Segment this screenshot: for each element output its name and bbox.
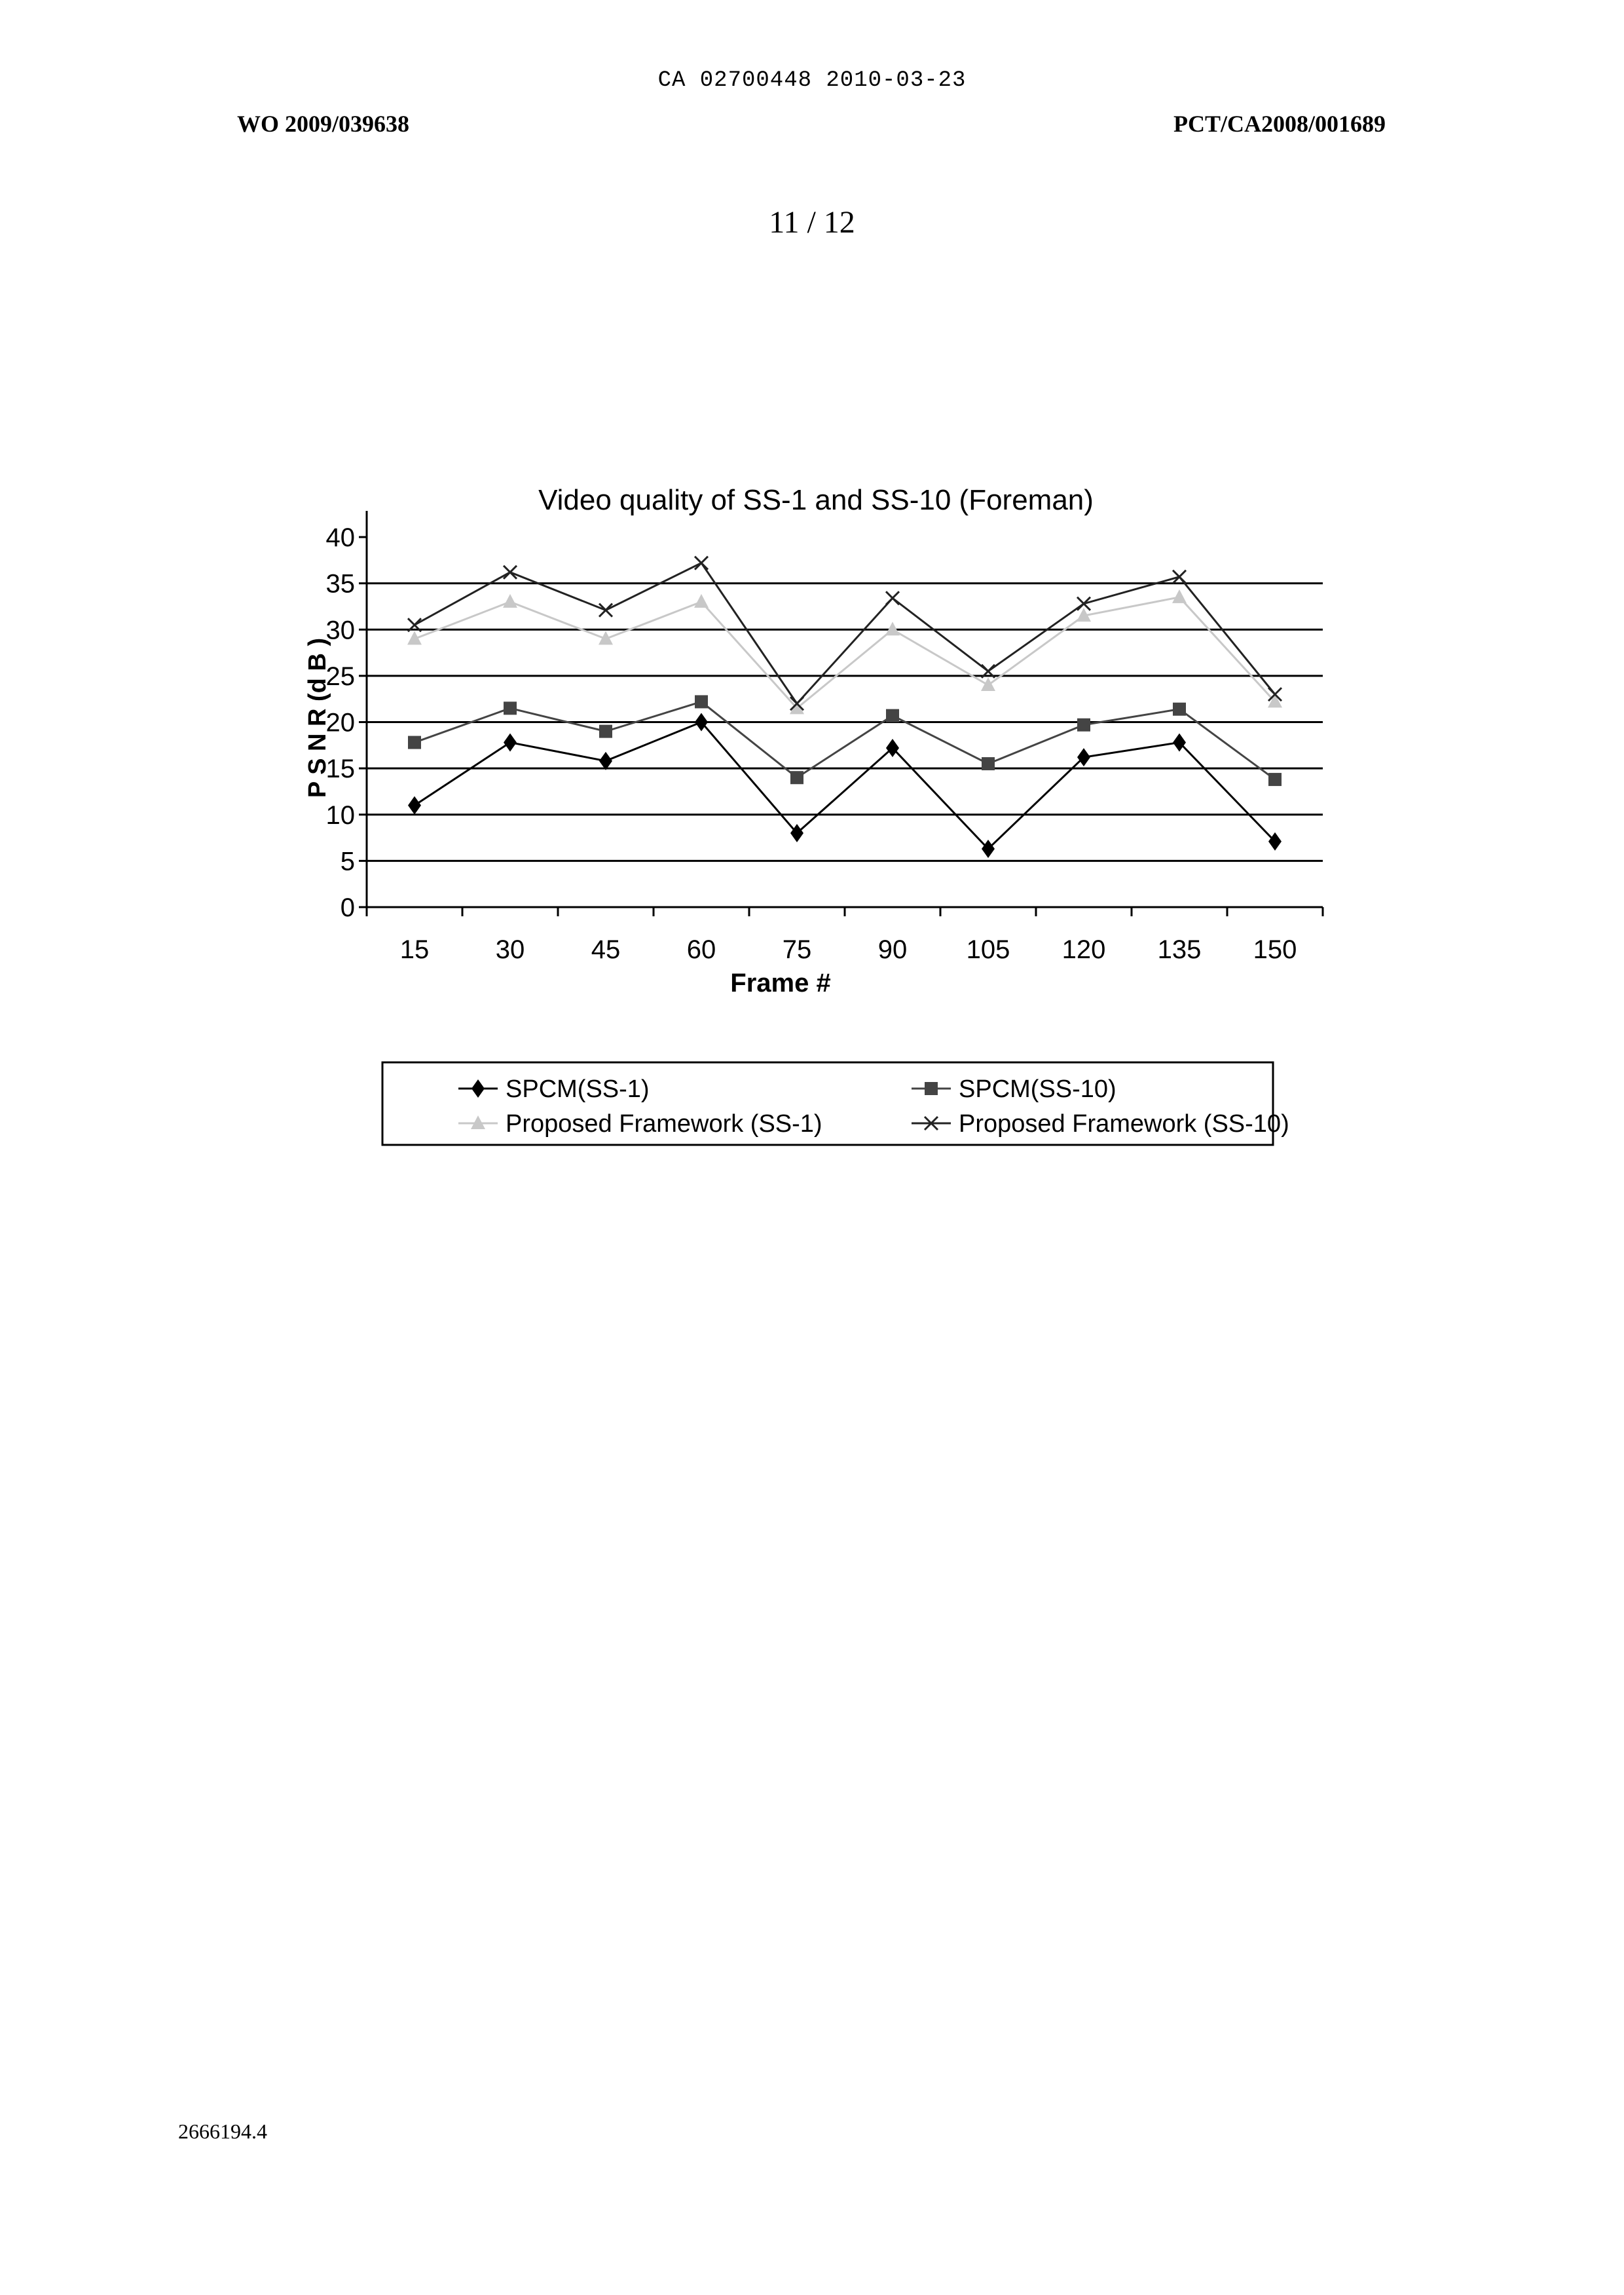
footer-document-id: 2666194.4 [178, 2119, 267, 2144]
y-tick-label: 40 [326, 523, 356, 552]
x-tick-label: 15 [400, 935, 430, 964]
legend-swatch-marker [925, 1082, 938, 1095]
y-axis-label: P S N R (d B ) [304, 638, 331, 798]
x-tick-label: 150 [1253, 935, 1297, 964]
data-point [886, 709, 899, 722]
data-point [1077, 748, 1090, 766]
legend-label: Proposed Framework (SS-1) [506, 1110, 822, 1138]
data-point [886, 591, 899, 605]
legend-item: Proposed Framework (SS-10) [912, 1110, 1289, 1138]
series-layer [407, 557, 1282, 858]
y-tick-label: 0 [341, 893, 355, 922]
y-axis-ticks: 0510152025303540 [326, 523, 367, 922]
legend-label: Proposed Framework (SS-10) [959, 1110, 1289, 1138]
series-2 [408, 695, 1282, 786]
legend-label: SPCM(SS-1) [506, 1075, 650, 1103]
data-point [694, 594, 709, 608]
data-point [408, 796, 421, 815]
legend-label: SPCM(SS-10) [959, 1075, 1116, 1103]
data-point [1173, 703, 1186, 716]
x-tick-label: 75 [783, 935, 812, 964]
data-point [981, 677, 995, 691]
x-tick-label: 90 [878, 935, 908, 964]
series-line [415, 722, 1275, 849]
data-point [695, 557, 708, 570]
data-point [1268, 773, 1282, 786]
data-point [790, 771, 803, 784]
data-point [695, 695, 708, 708]
series-1 [408, 713, 1282, 859]
gridlines [367, 584, 1323, 861]
y-tick-label: 35 [326, 570, 356, 599]
data-point [1077, 718, 1090, 732]
data-point [886, 739, 899, 757]
legend-item: Proposed Framework (SS-1) [458, 1110, 822, 1138]
data-point [599, 725, 612, 738]
x-tick-label: 105 [967, 935, 1010, 964]
data-point [982, 840, 995, 858]
x-tick-label: 45 [591, 935, 621, 964]
x-axis-label: Frame # [730, 969, 830, 998]
x-tick-label: 60 [687, 935, 716, 964]
data-point [503, 594, 517, 608]
series-4 [408, 557, 1282, 711]
series-line [415, 597, 1275, 709]
data-point [982, 757, 995, 770]
data-point [504, 566, 517, 579]
data-point [1173, 734, 1186, 752]
data-point [504, 701, 517, 715]
data-point [1172, 589, 1187, 603]
y-tick-label: 10 [326, 801, 356, 830]
x-tick-label: 135 [1158, 935, 1202, 964]
chart-legend: SPCM(SS-1) SPCM(SS-10) Proposed Framework … [382, 1062, 1289, 1145]
data-point [1173, 570, 1186, 584]
y-tick-label: 5 [341, 847, 355, 876]
data-point [1268, 832, 1282, 851]
data-point [599, 604, 612, 617]
x-tick-label: 30 [496, 935, 525, 964]
x-tick-label: 120 [1062, 935, 1106, 964]
data-point [504, 734, 517, 752]
chart-title: Video quality of SS-1 and SS-10 (Foreman… [538, 484, 1094, 516]
x-axis-ticks: 15 30 45 60 75 90 105 120 135 150 [367, 907, 1323, 964]
data-point [408, 736, 421, 749]
